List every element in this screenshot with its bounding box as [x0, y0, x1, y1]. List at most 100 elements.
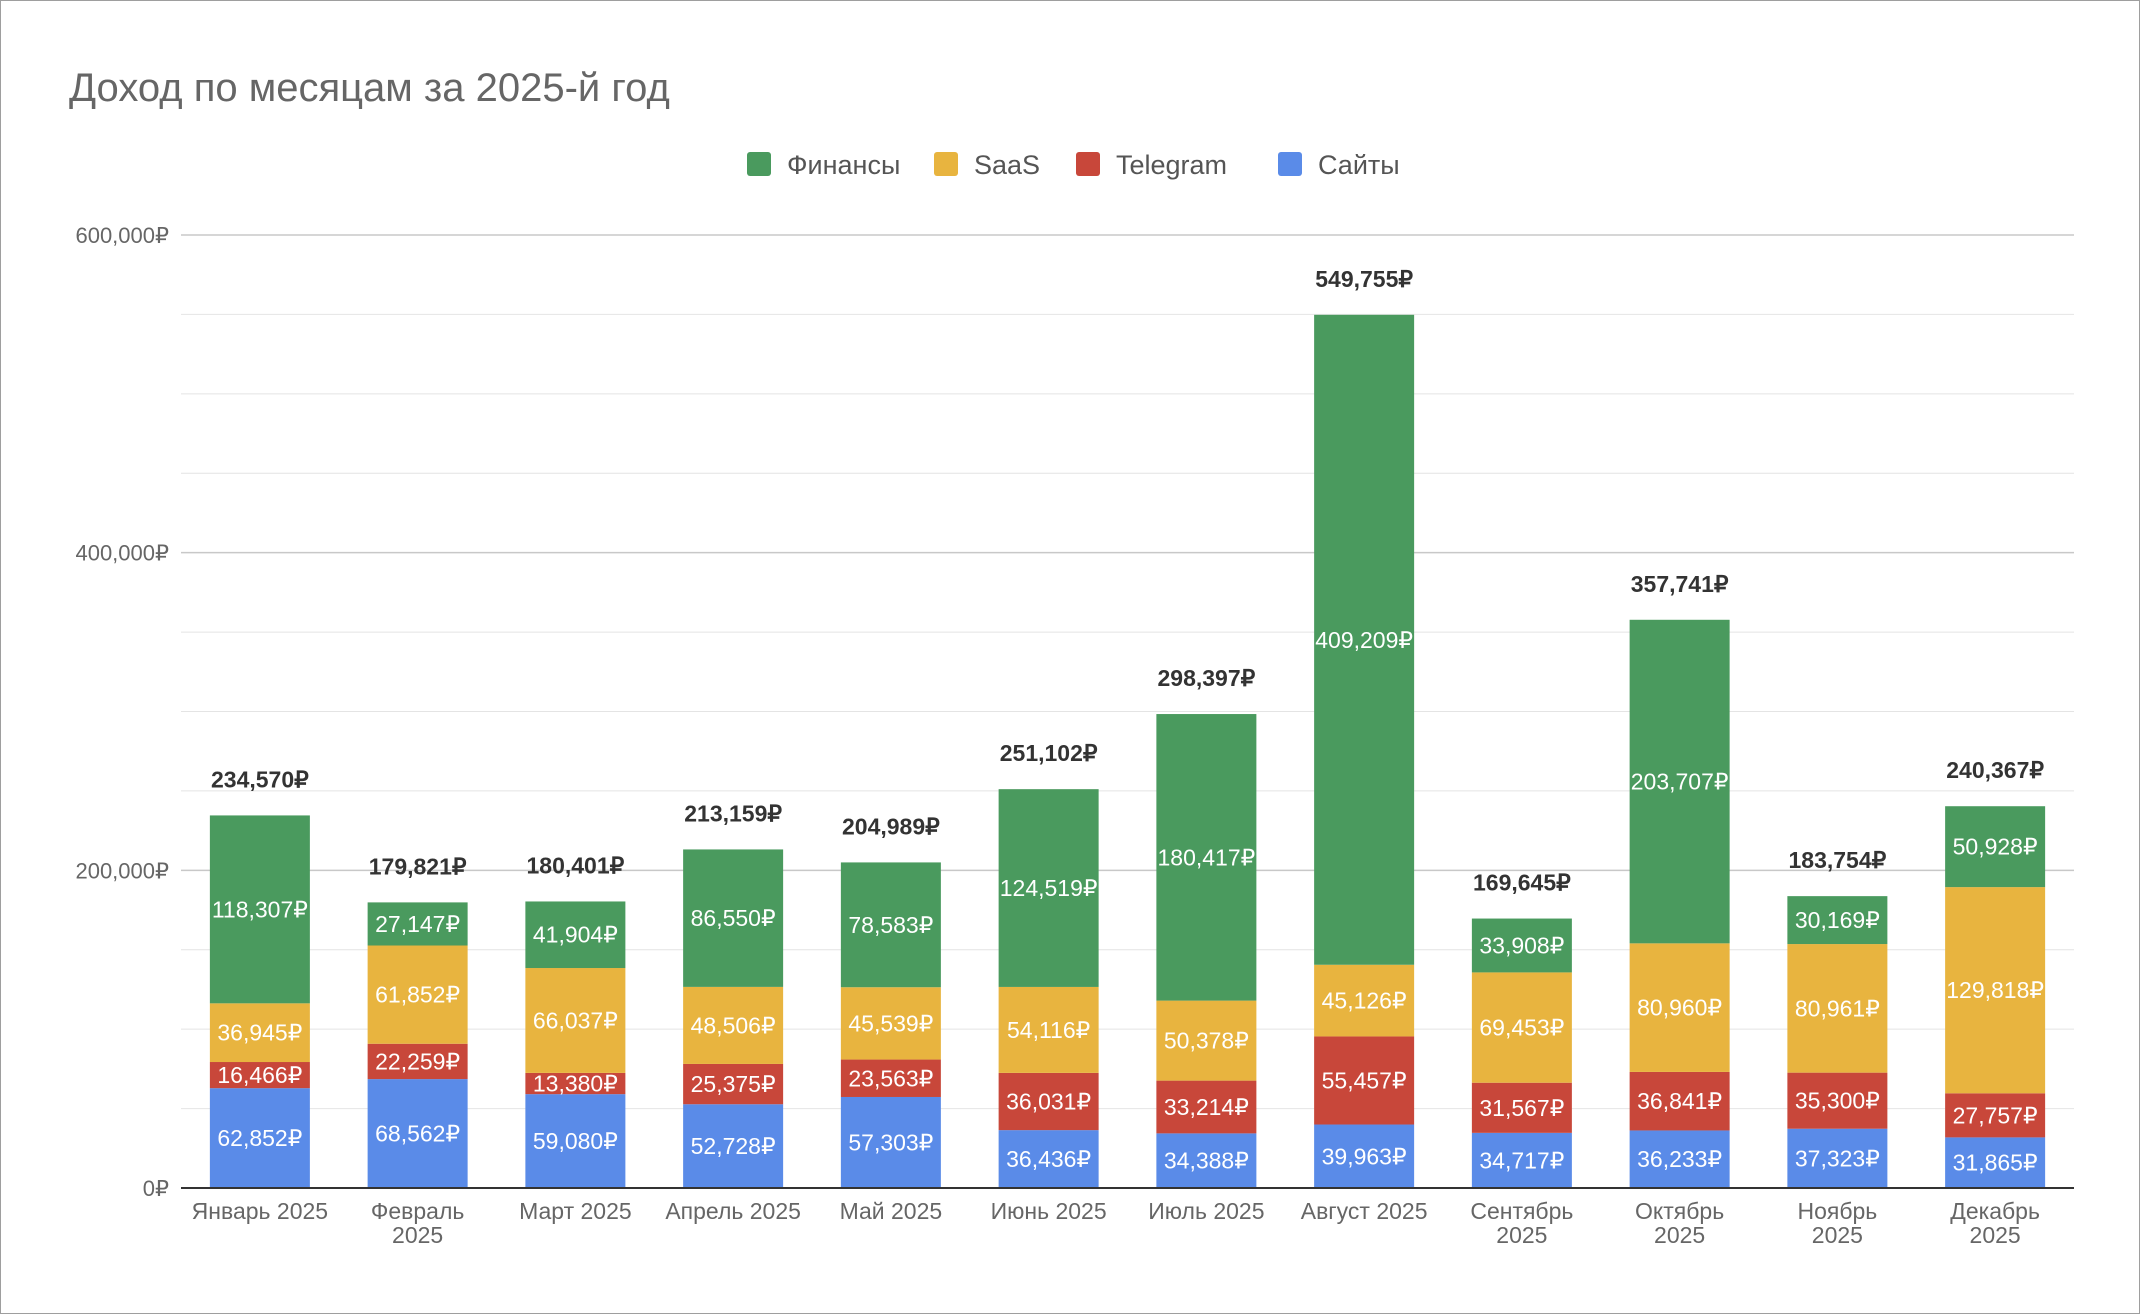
bar-segment	[840, 1059, 941, 1097]
bar-segment	[683, 1104, 784, 1188]
bar-segment	[1945, 887, 2046, 1094]
data-label: 27,147₽	[375, 911, 460, 937]
x-category-label: Октябрь	[1635, 1198, 1724, 1224]
data-label: 409,209₽	[1315, 627, 1413, 653]
data-label: 35,300₽	[1795, 1088, 1880, 1114]
data-label: 59,080₽	[533, 1128, 618, 1154]
data-label: 52,728₽	[691, 1133, 776, 1159]
x-category-label: Март 2025	[519, 1198, 632, 1224]
legend-label: SaaS	[974, 150, 1040, 180]
total-label: 183,754₽	[1788, 847, 1886, 873]
bar-segment	[1471, 972, 1572, 1083]
bar-segment	[1629, 943, 1730, 1072]
data-label: 57,303₽	[848, 1129, 933, 1155]
data-label: 68,562₽	[375, 1121, 460, 1147]
x-category-label: Июль 2025	[1148, 1198, 1264, 1224]
total-label: 357,741₽	[1631, 571, 1729, 597]
data-label: 203,707₽	[1631, 769, 1729, 795]
bar-segment	[525, 1094, 626, 1188]
data-label: 25,375₽	[691, 1071, 776, 1097]
bar-segment	[998, 789, 1099, 987]
bar-segment	[1787, 896, 1888, 945]
total-label: 180,401₽	[526, 852, 624, 878]
data-label: 69,453₽	[1479, 1015, 1564, 1041]
data-label: 55,457₽	[1322, 1067, 1407, 1093]
data-label: 36,436₽	[1006, 1146, 1091, 1172]
y-tick-label: 200,000₽	[75, 858, 169, 883]
bar-segment	[840, 987, 941, 1060]
x-category-label: Февраль	[371, 1198, 464, 1224]
data-label: 31,865₽	[1953, 1150, 2038, 1176]
total-label: 298,397₽	[1157, 665, 1255, 691]
bar-segment	[683, 849, 784, 987]
data-label: 37,323₽	[1795, 1145, 1880, 1171]
bar-segment	[525, 1072, 626, 1095]
bar-segment	[525, 901, 626, 969]
data-label: 50,928₽	[1953, 834, 2038, 860]
bar-segment	[209, 815, 310, 1004]
data-label: 34,717₽	[1479, 1147, 1564, 1173]
total-label: 169,645₽	[1473, 870, 1571, 896]
legend-swatch	[1278, 152, 1302, 176]
data-label: 45,126₽	[1322, 988, 1407, 1014]
bar-segment	[1156, 1080, 1257, 1134]
bar-segment	[998, 1130, 1099, 1188]
bar-segment	[1314, 1124, 1415, 1188]
bar-segment	[1945, 806, 2046, 888]
bar-segment	[367, 1079, 468, 1188]
x-category-label: 2025	[1654, 1222, 1705, 1248]
data-label: 80,960₽	[1637, 995, 1722, 1021]
y-tick-label: 400,000₽	[75, 541, 169, 566]
data-label: 61,852₽	[375, 982, 460, 1008]
bar-segment	[367, 945, 468, 1044]
data-label: 22,259₽	[375, 1048, 460, 1074]
bar-segment	[840, 862, 941, 988]
data-label: 48,506₽	[691, 1012, 776, 1038]
bar-segment	[1945, 1137, 2046, 1188]
bar-segment	[1787, 1072, 1888, 1129]
data-label: 62,852₽	[217, 1125, 302, 1151]
total-label: 234,570₽	[211, 766, 309, 792]
total-label: 213,159₽	[684, 800, 782, 826]
bar-segment	[840, 1096, 941, 1188]
bar-segment	[1156, 714, 1257, 1001]
x-category-label: 2025	[1970, 1222, 2021, 1248]
data-label: 31,567₽	[1479, 1095, 1564, 1121]
gridlines	[181, 234, 2074, 1110]
bar-segment	[1945, 1093, 2046, 1138]
data-label: 118,307₽	[212, 896, 308, 922]
data-label: 54,116₽	[1007, 1017, 1090, 1043]
data-label: 34,388₽	[1164, 1148, 1249, 1174]
data-label: 36,233₽	[1637, 1146, 1722, 1172]
bar-segment	[1787, 944, 1888, 1073]
data-label: 66,037₽	[533, 1007, 618, 1033]
data-label: 124,519₽	[1000, 875, 1098, 901]
legend-swatch	[747, 152, 771, 176]
bar-segment	[525, 968, 626, 1073]
legend-label: Сайты	[1318, 150, 1400, 180]
bar-segment	[1156, 1000, 1257, 1081]
legend: Финансы SaaS Telegram Сайты	[747, 150, 1400, 180]
legend-label: Финансы	[787, 150, 900, 180]
y-tick-label: 0₽	[143, 1176, 169, 1201]
x-category-label: Сентябрь	[1470, 1198, 1573, 1224]
bar-segment	[1471, 918, 1572, 973]
data-label: 36,031₽	[1006, 1089, 1091, 1115]
legend-swatch	[1076, 152, 1100, 176]
total-label: 240,367₽	[1946, 757, 2044, 783]
data-label: 23,563₽	[848, 1065, 933, 1091]
data-label: 33,214₽	[1164, 1094, 1249, 1120]
data-label: 30,169₽	[1795, 907, 1880, 933]
bar-segment	[1156, 1133, 1257, 1188]
bar-segment	[998, 1072, 1099, 1131]
data-label: 41,904₽	[533, 922, 618, 948]
bar-segment	[1629, 619, 1730, 944]
data-label: 36,945₽	[217, 1020, 302, 1046]
bar-segment	[367, 902, 468, 946]
x-category-label: 2025	[392, 1222, 443, 1248]
x-category-label: Ноябрь	[1797, 1198, 1877, 1224]
bar-segment	[1471, 1132, 1572, 1188]
data-label: 50,378₽	[1164, 1028, 1249, 1054]
